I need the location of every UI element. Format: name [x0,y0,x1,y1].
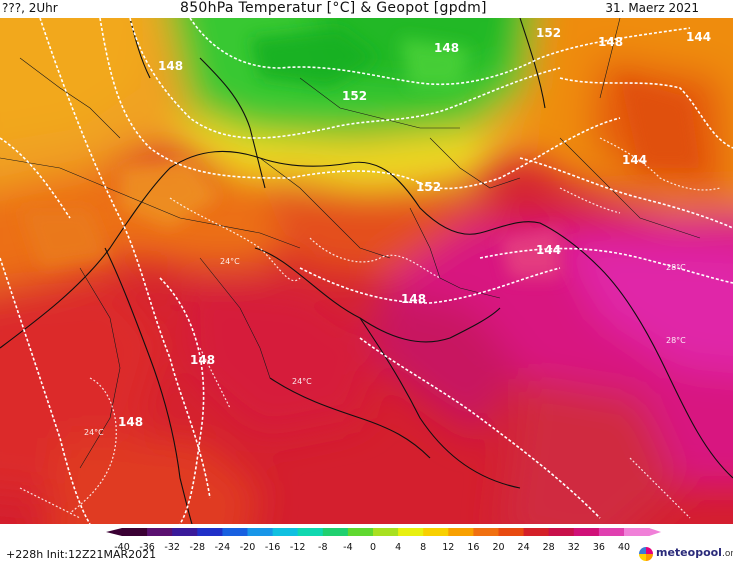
colorbar-tick-label: -40 [114,542,130,553]
colorbar-segment [347,528,374,536]
colorbar-tick-label: 0 [369,542,377,553]
isoline-label: 144 [536,243,561,257]
temperature-label: 24°C [292,377,312,386]
colorbar-segment [448,528,474,536]
footer-bar: -40 -36 -32 -28 -24 -20 -16 -12 -8 -4 0 4 8 12 16 20 24 2… [0,524,733,566]
colorbar-segment [147,528,173,536]
colorbar-tick-label: -28 [189,542,206,553]
colorbar-tick-label: 8 [420,542,427,553]
colorbar-tick-label: 20 [492,542,505,553]
logo-icon [639,547,653,561]
colorbar-tick-label: 12 [442,542,455,553]
colorbar-tick-label: -16 [264,542,281,553]
colorbar-segment [197,528,223,536]
colorbar-segment [122,528,148,536]
isoline-label: 148 [118,415,143,429]
colorbar-segment [498,528,525,536]
run-info: +228h Init:12Z21MAR2021 [6,548,157,561]
temperature-geopotential-map: 148 152 148 152 148 144 144 152 144 148 … [0,18,733,524]
colorbar-segment [373,528,399,536]
isoline-label: 148 [190,353,215,367]
colorbar-segment [473,528,499,536]
temperature-label: 24°C [84,428,104,437]
colorbar-segment [548,528,575,536]
temperature-label: 24°C [220,257,240,266]
temperature-label: 28°C [666,263,686,272]
colorbar-tick-label: -32 [164,542,180,553]
geopotential-isolines [0,18,733,524]
colorbar-tick-label: -12 [289,542,306,553]
colorbar-segment [398,528,424,536]
logo-text: meteopool.org [656,546,733,559]
meteopool-logo: meteopool.org [639,546,733,562]
temperature-isolines [19,137,721,519]
isoline-label: 148 [434,41,459,55]
isoline-label: 152 [536,26,561,40]
colorbar-tick-label: -36 [139,542,155,553]
colorbar-segment [322,528,349,536]
colorbar-tick-label: 24 [517,542,530,553]
isoline-label: 144 [622,153,647,167]
map-title: 850hPa Temperatur [°C] & Geopot [gpdm] [180,0,487,16]
colorbar-tick-label: 32 [567,542,580,553]
colorbar-arrow-high [649,528,662,536]
isoline-label: 148 [401,292,426,306]
colorbar-tick-label: 28 [542,542,555,553]
colorbar-tick-label: 40 [617,542,631,553]
forecast-date: 31. Maerz 2021 [605,1,699,15]
map-canvas: 148 152 148 152 148 144 144 152 144 148 … [0,18,733,524]
header-bar: ???, 2Uhr 850hPa Temperatur [°C] & Geopo… [0,0,733,18]
colorbar-segment [423,528,449,536]
temperature-label: 28°C [666,336,686,345]
colorbar-tick-label: -24 [214,542,231,553]
colorbar-segment [624,528,650,536]
colorbar [106,528,662,536]
colorbar-segment [247,528,274,536]
colorbar-tick-label: -20 [239,542,256,553]
isoline-label: 152 [342,89,367,103]
colorbar-segment [172,528,198,536]
colorbar-arrow-low [106,528,122,536]
colorbar-tick-label: 16 [467,542,480,553]
country-borders [0,18,701,469]
colorbar-segment [523,528,550,536]
colorbar-segment [222,528,248,536]
colorbar-tick-label: -4 [343,542,353,553]
coastlines [0,18,733,524]
colorbar-tick-label: 36 [592,542,605,553]
isoline-label: 152 [416,180,441,194]
colorbar-tick-label: 4 [395,542,402,553]
isoline-label: 144 [686,30,711,44]
temperature-field [0,18,733,524]
isoline-label: 148 [598,35,623,49]
colorbar-segment [297,528,324,536]
colorbar-segment [598,528,625,536]
forecast-time-label: ???, 2Uhr [2,1,58,15]
colorbar-segment [272,528,299,536]
colorbar-segment [573,528,600,536]
isoline-label: 148 [158,59,183,73]
colorbar-tick-label: -8 [318,542,328,553]
